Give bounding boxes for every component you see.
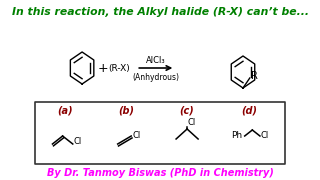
Text: (c): (c) xyxy=(180,105,195,115)
Text: In this reaction, the Alkyl halide (R-X) can’t be...: In this reaction, the Alkyl halide (R-X)… xyxy=(12,7,308,17)
Text: AlCl₃: AlCl₃ xyxy=(146,55,165,64)
Text: Cl: Cl xyxy=(261,130,269,140)
Text: Cl: Cl xyxy=(74,136,82,145)
Text: (Anhydrous): (Anhydrous) xyxy=(132,73,179,82)
Text: Cl: Cl xyxy=(188,118,196,127)
Text: R: R xyxy=(252,71,258,81)
Text: +: + xyxy=(98,62,108,75)
Text: (R-X): (R-X) xyxy=(108,64,130,73)
Text: (a): (a) xyxy=(57,105,73,115)
Text: Ph: Ph xyxy=(231,130,243,140)
Text: (b): (b) xyxy=(118,105,134,115)
Text: Cl: Cl xyxy=(132,130,140,140)
Text: (d): (d) xyxy=(241,105,257,115)
Bar xyxy=(35,102,285,164)
Text: By Dr. Tanmoy Biswas (PhD in Chemistry): By Dr. Tanmoy Biswas (PhD in Chemistry) xyxy=(47,168,273,178)
